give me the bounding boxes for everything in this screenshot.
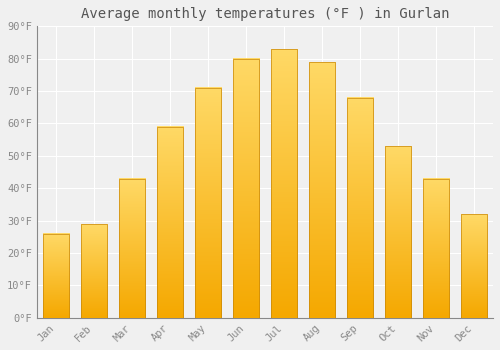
Bar xyxy=(80,224,107,318)
Bar xyxy=(156,127,183,318)
Title: Average monthly temperatures (°F ) in Gurlan: Average monthly temperatures (°F ) in Gu… xyxy=(80,7,449,21)
Bar xyxy=(308,62,336,318)
Bar xyxy=(384,146,411,318)
Bar xyxy=(346,98,374,318)
Bar xyxy=(232,59,259,318)
Bar xyxy=(422,178,450,318)
Bar xyxy=(270,49,297,318)
Bar xyxy=(194,88,221,318)
Bar xyxy=(460,214,487,318)
Bar xyxy=(42,234,69,318)
Bar xyxy=(118,178,145,318)
